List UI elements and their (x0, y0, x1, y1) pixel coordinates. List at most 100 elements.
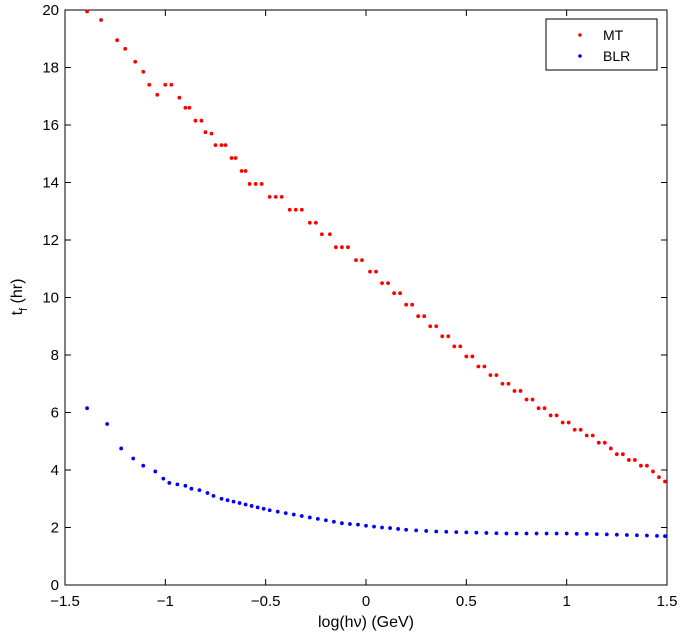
svg-text:tf (hr): tf (hr) (9, 279, 30, 316)
data-point-mt (346, 245, 350, 250)
data-point-mt (482, 364, 487, 369)
data-point-blr (554, 531, 559, 536)
data-point-mt (632, 458, 637, 462)
data-point-mt (476, 364, 481, 369)
data-point-mt (524, 397, 529, 402)
data-point-mt (239, 169, 244, 173)
data-point-mt (500, 381, 505, 386)
y-axis-label: tf (hr) (9, 279, 30, 316)
data-point-mt (123, 46, 128, 51)
data-point-blr (243, 502, 248, 507)
data-point-mt (596, 440, 601, 445)
data-point-blr (494, 531, 499, 536)
data-point-mt (247, 182, 252, 186)
data-point-blr (624, 533, 629, 537)
y-tick-label: 10 (42, 290, 59, 307)
data-point-blr (356, 522, 360, 527)
data-point-mt (340, 245, 344, 250)
data-point-mt (147, 82, 152, 87)
y-tick-label: 20 (42, 2, 59, 19)
data-point-mt (380, 281, 384, 286)
data-point-mt (578, 427, 583, 432)
data-point-blr (85, 406, 89, 411)
legend-marker-blr (578, 54, 582, 58)
data-point-blr (267, 508, 272, 513)
data-point-mt (368, 269, 372, 274)
data-point-mt (319, 232, 324, 237)
data-point-blr (323, 518, 328, 523)
data-point-mt (273, 194, 278, 199)
legend-label-mt: MT (603, 27, 624, 43)
data-point-mt (223, 143, 228, 148)
data-point-mt (645, 463, 649, 468)
data-point-blr (119, 446, 124, 451)
data-point-blr (307, 515, 312, 520)
data-point-mt (530, 397, 535, 402)
data-point-blr (261, 506, 266, 511)
data-point-mt (187, 105, 192, 110)
data-point-blr (645, 533, 649, 538)
data-point-blr (564, 531, 569, 536)
x-axis-ticks: −1.5 −1 −0.5 0 0.5 1 1.5 (50, 10, 677, 610)
data-point-mt (219, 143, 224, 148)
data-point-blr (283, 511, 288, 516)
data-point-blr (380, 525, 384, 530)
data-point-blr (315, 516, 320, 521)
data-point-blr (614, 532, 619, 537)
data-point-blr (231, 499, 236, 504)
data-point-blr (225, 498, 230, 503)
data-point-mt (614, 452, 619, 457)
data-point-blr (340, 521, 344, 526)
data-point-blr (291, 512, 296, 517)
data-point-blr (444, 529, 449, 534)
data-point-blr (655, 533, 659, 538)
data-point-blr (534, 531, 539, 536)
data-point-mt (199, 118, 204, 123)
y-axis-ticks: 0 2 4 6 8 10 12 14 16 18 20 (42, 2, 667, 594)
data-point-mt (494, 373, 499, 378)
data-point-mt (169, 82, 174, 87)
data-point-mt (374, 269, 378, 274)
data-point-blr (388, 526, 392, 530)
data-point-mt (279, 194, 284, 199)
x-tick-label: −0.5 (251, 593, 281, 610)
data-point-blr (524, 531, 529, 536)
data-point-mt (85, 9, 89, 14)
series-mt (85, 9, 667, 484)
data-point-blr (211, 493, 216, 498)
data-point-mt (512, 389, 517, 393)
data-point-mt (566, 420, 571, 425)
data-point-mt (404, 302, 409, 307)
data-point-mt (434, 324, 439, 329)
data-point-mt (313, 220, 318, 225)
x-tick-label: −1 (157, 593, 174, 610)
data-point-blr (205, 491, 210, 495)
series-layer (85, 9, 667, 539)
legend: MT BLR (545, 18, 658, 71)
data-point-blr (434, 529, 439, 534)
data-point-mt (464, 354, 469, 359)
data-point-blr (189, 486, 194, 491)
data-point-blr (131, 456, 136, 461)
data-point-blr (348, 522, 352, 526)
data-point-blr (454, 530, 459, 534)
data-point-mt (386, 281, 390, 286)
data-point-blr (197, 488, 202, 493)
data-point-mt (253, 182, 258, 186)
data-point-mt (542, 406, 547, 411)
data-point-mt (470, 354, 475, 359)
data-point-blr (372, 524, 376, 529)
data-point-mt (213, 143, 218, 148)
y-axis-label-main: t (9, 310, 26, 315)
x-tick-label: 1 (562, 593, 570, 610)
data-point-blr (484, 531, 489, 535)
data-point-mt (416, 314, 421, 319)
data-point-mt (518, 389, 523, 393)
data-point-mt (590, 433, 595, 438)
data-point-mt (163, 82, 168, 87)
data-point-mt (177, 95, 182, 100)
data-point-mt (299, 207, 304, 212)
data-point-blr (153, 469, 158, 474)
data-point-blr (424, 529, 429, 533)
